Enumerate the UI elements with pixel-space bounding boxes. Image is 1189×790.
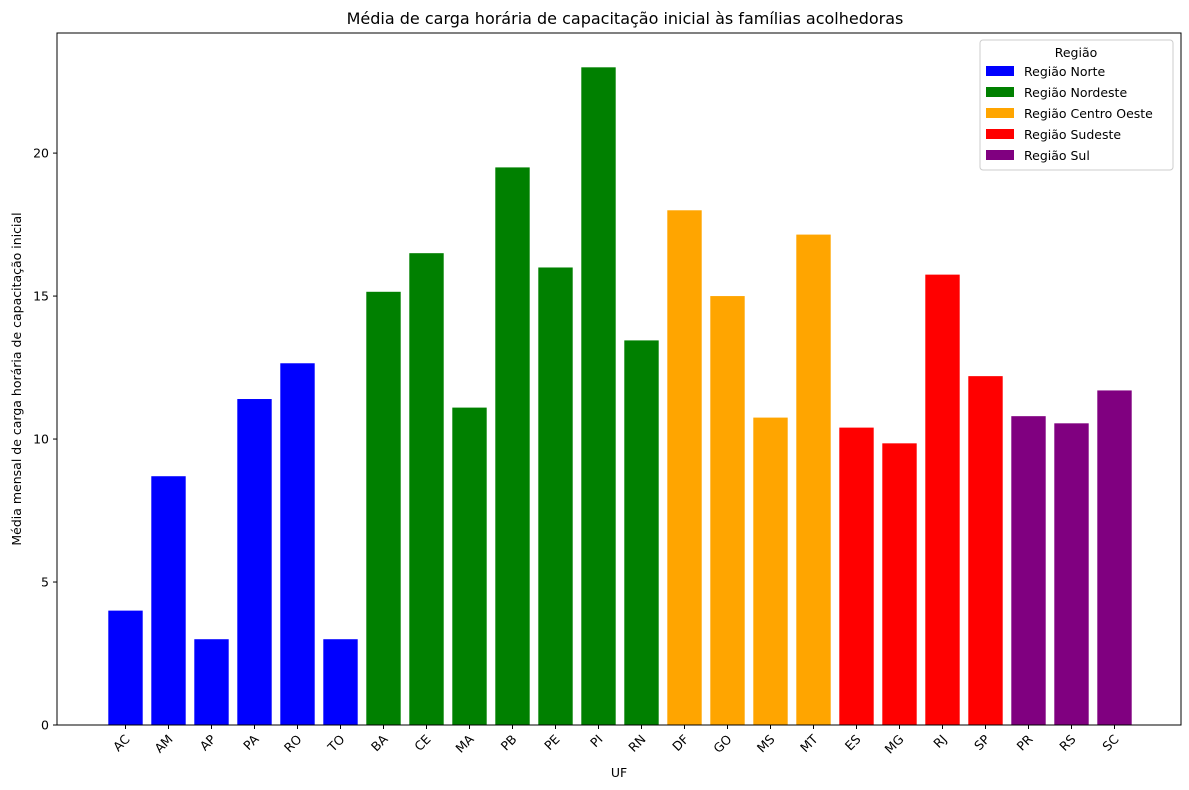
legend-swatch <box>986 129 1014 139</box>
x-tick-label-ap: AP <box>197 731 219 753</box>
x-tick-label-ms: MS <box>754 731 778 755</box>
bar-sc <box>1097 390 1132 725</box>
y-tick-label: 0 <box>41 718 49 733</box>
x-tick-label-to: TO <box>324 731 348 755</box>
bar-sp <box>968 376 1003 725</box>
bar-ce <box>409 253 444 725</box>
x-tick-label-sp: SP <box>971 731 993 753</box>
plot-frame <box>56 32 1182 726</box>
y-tick-label: 20 <box>33 146 49 161</box>
x-tick-label-ba: BA <box>368 731 391 754</box>
x-tick-label-mt: MT <box>797 731 821 755</box>
bar-go <box>710 296 745 725</box>
x-tick-label-es: ES <box>842 731 864 753</box>
chart-title: Média de carga horária de capacitação in… <box>347 9 904 28</box>
bar-mt <box>796 234 831 725</box>
legend-entry-label: Região Sul <box>1024 148 1090 163</box>
bar-ba <box>366 291 401 725</box>
x-tick-label-pr: PR <box>1014 731 1036 753</box>
x-tick-label-ro: RO <box>281 731 305 755</box>
bar-es <box>839 427 874 725</box>
x-tick-label-pe: PE <box>541 731 563 753</box>
bar-pr <box>1011 416 1046 725</box>
x-axis: AC AM AP PA RO TO BA CE MA PB PE PI RN DF GO MS MT ES MG RJ… <box>110 725 1122 757</box>
legend-swatch <box>986 108 1014 118</box>
bars-group <box>108 67 1132 726</box>
bar-pb <box>495 167 530 725</box>
x-tick-label-go: GO <box>710 731 735 756</box>
bar-ma <box>452 407 487 725</box>
legend-entry-label: Região Sudeste <box>1024 127 1121 142</box>
x-tick-label-rs: RS <box>1056 731 1078 753</box>
x-tick-label-mg: MG <box>882 732 907 757</box>
bar-pa <box>237 399 272 725</box>
y-tick-label: 10 <box>33 432 49 447</box>
legend-swatch <box>986 150 1014 160</box>
x-axis-label: UF <box>611 765 627 780</box>
bar-mg <box>882 443 917 725</box>
y-axis: 0 5 10 15 20 <box>33 146 57 733</box>
bar-pi <box>581 67 616 725</box>
bar-ro <box>280 363 315 725</box>
x-tick-label-ma: MA <box>452 731 477 756</box>
legend-frame <box>979 39 1174 171</box>
x-tick-label-ce: CE <box>411 731 433 753</box>
bar-am <box>151 476 186 725</box>
x-tick-label-rn: RN <box>625 732 648 755</box>
x-tick-label-pa: PA <box>240 731 262 753</box>
x-tick-label-df: DF <box>669 732 692 755</box>
bar-df <box>667 210 702 726</box>
legend-swatch <box>986 66 1014 76</box>
bar-ms <box>753 417 788 725</box>
legend-swatch <box>986 87 1014 97</box>
legend-title: Região <box>1055 45 1098 60</box>
bar-pe <box>538 267 573 725</box>
x-tick-label-am: AM <box>151 732 175 756</box>
x-tick-label-ac: AC <box>110 731 133 754</box>
legend: Região Região Norte Região Nordeste Região… <box>979 39 1174 171</box>
x-tick-label-pi: PI <box>587 732 606 751</box>
x-tick-label-pb: PB <box>498 732 520 754</box>
x-tick-label-rj: RJ <box>930 732 949 751</box>
legend-entry-label: Região Centro Oeste <box>1024 106 1153 121</box>
bar-rn <box>624 340 659 725</box>
legend-entry-label: Região Norte <box>1024 64 1106 79</box>
bar-rj <box>925 274 960 725</box>
bar-rs <box>1054 423 1089 725</box>
bar-to <box>323 639 358 725</box>
x-tick-label-sc: SC <box>1099 731 1122 754</box>
bar-ac <box>108 610 143 725</box>
bar-ap <box>194 639 229 725</box>
y-axis-label: Média mensal de carga horária de capacit… <box>9 212 24 545</box>
y-tick-label: 5 <box>41 575 49 590</box>
legend-entry-label: Região Nordeste <box>1024 85 1127 100</box>
y-tick-label: 15 <box>33 289 49 304</box>
